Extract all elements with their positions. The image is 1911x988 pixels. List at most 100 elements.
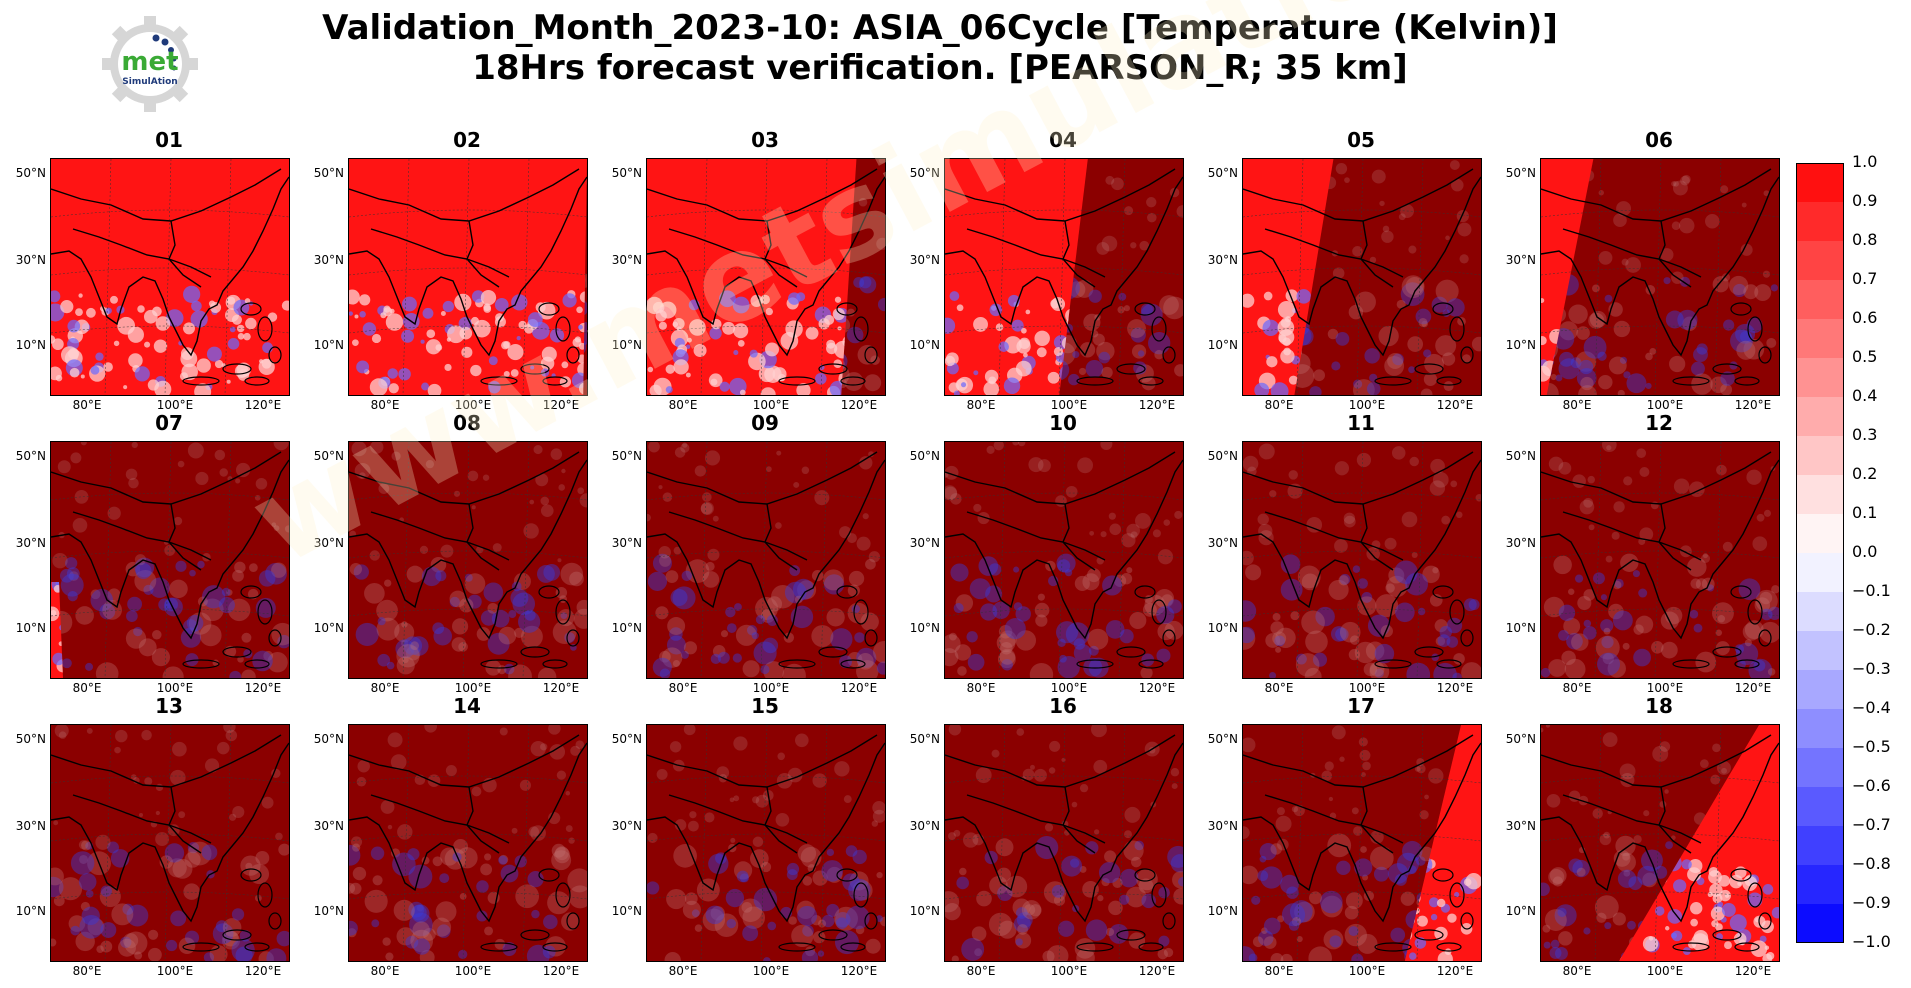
latitude-label: 50°N bbox=[611, 732, 642, 746]
panel-title: 10 bbox=[1049, 411, 1077, 435]
colorbar-segment bbox=[1796, 904, 1844, 943]
map-canvas bbox=[647, 159, 885, 395]
latitude-label: 50°N bbox=[313, 732, 344, 746]
colorbar-segment bbox=[1796, 202, 1844, 242]
panel-title: 04 bbox=[1049, 128, 1077, 152]
longitude-label: 120°E bbox=[1436, 398, 1474, 412]
colorbar-tick-label: −0.6 bbox=[1852, 776, 1891, 795]
longitude-label: 120°E bbox=[1436, 964, 1474, 978]
colorbar-segment bbox=[1796, 748, 1844, 788]
latitude-label: 30°N bbox=[313, 819, 344, 833]
forecast-map-panel bbox=[348, 158, 588, 396]
panel-title: 09 bbox=[751, 411, 779, 435]
panel-title: 01 bbox=[155, 128, 183, 152]
latitude-label: 30°N bbox=[1207, 536, 1238, 550]
colorbar-tick-label: 0.8 bbox=[1852, 230, 1878, 249]
colorbar-tick-label: −0.4 bbox=[1852, 698, 1891, 717]
latitude-label: 30°N bbox=[15, 536, 46, 550]
longitude-label: 100°E bbox=[752, 964, 790, 978]
panel-title: 16 bbox=[1049, 694, 1077, 718]
colorbar-tick-label: −0.3 bbox=[1852, 659, 1891, 678]
panel-title: 08 bbox=[453, 411, 481, 435]
map-canvas bbox=[1541, 725, 1779, 961]
longitude-label: 100°E bbox=[752, 681, 790, 695]
longitude-label: 100°E bbox=[156, 398, 194, 412]
longitude-label: 120°E bbox=[542, 681, 580, 695]
map-canvas bbox=[51, 442, 289, 678]
longitude-label: 80°E bbox=[1562, 681, 1592, 695]
latitude-label: 30°N bbox=[1207, 819, 1238, 833]
latitude-label: 50°N bbox=[313, 166, 344, 180]
forecast-map-panel bbox=[646, 724, 886, 962]
forecast-map-panel bbox=[1540, 158, 1780, 396]
longitude-label: 80°E bbox=[1264, 681, 1294, 695]
longitude-label: 100°E bbox=[1348, 398, 1386, 412]
latitude-label: 50°N bbox=[1207, 449, 1238, 463]
longitude-label: 120°E bbox=[1734, 681, 1772, 695]
longitude-label: 80°E bbox=[370, 964, 400, 978]
map-canvas bbox=[647, 725, 885, 961]
colorbar-tick-label: 0.3 bbox=[1852, 425, 1878, 444]
latitude-label: 10°N bbox=[15, 338, 46, 352]
latitude-label: 50°N bbox=[15, 166, 46, 180]
longitude-label: 80°E bbox=[370, 681, 400, 695]
title-line-1: Validation_Month_2023-10: ASIA_06Cycle [… bbox=[322, 8, 1558, 48]
longitude-label: 80°E bbox=[72, 681, 102, 695]
latitude-label: 50°N bbox=[15, 732, 46, 746]
longitude-label: 80°E bbox=[370, 398, 400, 412]
latitude-label: 50°N bbox=[909, 166, 940, 180]
longitude-label: 120°E bbox=[1734, 964, 1772, 978]
latitude-label: 30°N bbox=[909, 253, 940, 267]
longitude-label: 100°E bbox=[1348, 681, 1386, 695]
latitude-label: 10°N bbox=[15, 904, 46, 918]
longitude-label: 80°E bbox=[1264, 398, 1294, 412]
map-canvas bbox=[945, 725, 1183, 961]
map-canvas bbox=[1243, 159, 1481, 395]
map-canvas bbox=[51, 725, 289, 961]
longitude-label: 120°E bbox=[244, 964, 282, 978]
colorbar-segment bbox=[1796, 163, 1844, 203]
longitude-label: 120°E bbox=[1138, 681, 1176, 695]
colorbar-tick-label: 0.6 bbox=[1852, 308, 1878, 327]
longitude-label: 80°E bbox=[668, 681, 698, 695]
latitude-label: 10°N bbox=[909, 904, 940, 918]
colorbar-segment bbox=[1796, 397, 1844, 437]
longitude-label: 120°E bbox=[840, 398, 878, 412]
longitude-label: 80°E bbox=[966, 398, 996, 412]
colorbar-segment bbox=[1796, 553, 1844, 593]
panel-title: 05 bbox=[1347, 128, 1375, 152]
latitude-label: 10°N bbox=[611, 621, 642, 635]
longitude-label: 100°E bbox=[1646, 681, 1684, 695]
latitude-label: 10°N bbox=[909, 621, 940, 635]
longitude-label: 120°E bbox=[244, 681, 282, 695]
map-canvas bbox=[349, 442, 587, 678]
latitude-label: 10°N bbox=[1207, 621, 1238, 635]
latitude-label: 10°N bbox=[1207, 338, 1238, 352]
colorbar-tick-label: 1.0 bbox=[1852, 152, 1878, 171]
map-canvas bbox=[1541, 442, 1779, 678]
longitude-label: 100°E bbox=[1050, 681, 1088, 695]
longitude-label: 100°E bbox=[156, 964, 194, 978]
forecast-map-panel bbox=[646, 441, 886, 679]
longitude-label: 120°E bbox=[1436, 681, 1474, 695]
map-canvas bbox=[1243, 725, 1481, 961]
colorbar-tick-label: 0.7 bbox=[1852, 269, 1878, 288]
latitude-label: 10°N bbox=[1505, 338, 1536, 352]
longitude-label: 100°E bbox=[1646, 398, 1684, 412]
colorbar-segment bbox=[1796, 319, 1844, 359]
latitude-label: 50°N bbox=[1505, 449, 1536, 463]
forecast-map-panel bbox=[50, 158, 290, 396]
longitude-label: 120°E bbox=[840, 964, 878, 978]
latitude-label: 30°N bbox=[1505, 819, 1536, 833]
longitude-label: 100°E bbox=[156, 681, 194, 695]
forecast-map-panel bbox=[348, 724, 588, 962]
latitude-label: 30°N bbox=[1207, 253, 1238, 267]
panel-title: 15 bbox=[751, 694, 779, 718]
forecast-map-panel bbox=[1540, 724, 1780, 962]
longitude-label: 100°E bbox=[752, 398, 790, 412]
longitude-label: 80°E bbox=[966, 681, 996, 695]
colorbar-segment bbox=[1796, 865, 1844, 905]
latitude-label: 10°N bbox=[909, 338, 940, 352]
forecast-map-panel bbox=[1242, 441, 1482, 679]
colorbar-tick-label: −0.5 bbox=[1852, 737, 1891, 756]
